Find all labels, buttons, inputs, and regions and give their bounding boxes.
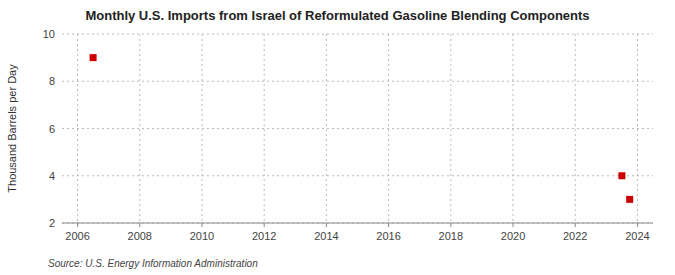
x-tick-label: 2012: [252, 230, 276, 242]
x-axis: 2006 2008 2010 2012 2014 2016 2018 2020 2022 2024: [62, 223, 653, 242]
x-tick: [575, 223, 576, 227]
point: [90, 54, 97, 61]
x-tick: [513, 223, 514, 227]
grid-line-x: [201, 34, 202, 223]
x-axis-line: [62, 223, 653, 224]
grid-line-x: [450, 34, 451, 223]
grid-line-y: [62, 34, 653, 35]
point: [618, 172, 625, 179]
x-tick: [139, 223, 140, 227]
x-tick-label: 2006: [65, 230, 89, 242]
x-tick: [326, 223, 327, 227]
grid: [62, 34, 653, 223]
grid-line-x: [513, 34, 514, 223]
x-tick: [201, 223, 202, 227]
x-tick-label: 2014: [314, 230, 338, 242]
y-axis: 2 4 6 8 10: [43, 28, 55, 229]
y-tick-label: 10: [43, 28, 55, 40]
x-tick-label: 2024: [625, 230, 649, 242]
x-tick-label: 2008: [128, 230, 152, 242]
x-tick-label: 2022: [563, 230, 587, 242]
points: [90, 54, 634, 203]
source-note: Source: U.S. Energy Information Administ…: [48, 258, 258, 269]
x-tick-label: 2010: [190, 230, 214, 242]
title: Monthly U.S. Imports from Israel of Refo…: [85, 8, 589, 23]
y-tick-label: 8: [49, 75, 55, 87]
x-tick: [388, 223, 389, 227]
grid-line-y: [62, 81, 653, 82]
chart-svg: Monthly U.S. Imports from Israel of Refo…: [0, 0, 675, 275]
x-tick: [450, 223, 451, 227]
x-tick: [77, 223, 78, 227]
x-tick-label: 2020: [501, 230, 525, 242]
y-tick-label: 6: [49, 123, 55, 135]
grid-line-x: [77, 34, 78, 223]
grid-line-y: [62, 223, 653, 224]
y-tick-label: 2: [49, 217, 55, 229]
grid-line-x: [388, 34, 389, 223]
grid-line-y: [62, 128, 653, 129]
x-tick: [264, 223, 265, 227]
chart-container: Monthly U.S. Imports from Israel of Refo…: [0, 0, 675, 275]
x-tick: [637, 223, 638, 227]
grid-line-x: [264, 34, 265, 223]
grid-line-x: [139, 34, 140, 223]
y-tick-label: 4: [49, 170, 55, 182]
grid-line-x: [575, 34, 576, 223]
y-axis-label: Thousand Barrels per Day: [6, 64, 18, 193]
point: [626, 196, 633, 203]
grid-line-x: [326, 34, 327, 223]
x-tick-label: 2018: [439, 230, 463, 242]
x-tick-label: 2016: [376, 230, 400, 242]
page: {"chart_data": {"type": "scatter", "titl…: [0, 0, 675, 275]
grid-line-y: [62, 175, 653, 176]
grid-line-x: [637, 34, 638, 223]
